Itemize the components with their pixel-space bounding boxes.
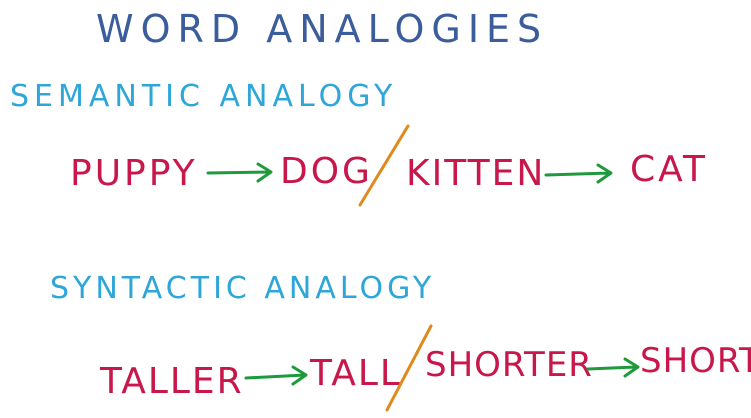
word-kitten: KITTEN	[406, 153, 546, 194]
word-cat: CAT	[630, 149, 708, 190]
word-short: SHORT	[640, 341, 751, 381]
arrow-shorter-to-short	[586, 357, 640, 378]
arrow-puppy-to-dog	[206, 162, 273, 183]
word-shorter: SHORTER	[425, 345, 593, 385]
arrow-kitten-to-cat	[544, 163, 613, 184]
slash-syntactic	[385, 324, 433, 412]
word-taller: TALLER	[100, 361, 244, 402]
slash-semantic	[358, 124, 410, 207]
word-puppy: PUPPY	[70, 153, 198, 194]
syntactic-analogy-heading: SYNTACTIC ANALOGY	[50, 271, 436, 306]
diagram-title: WORD ANALOGIES	[96, 7, 549, 51]
word-tall: TALL	[310, 353, 402, 394]
word-dog: DOG	[280, 151, 373, 192]
arrow-taller-to-tall	[244, 365, 308, 386]
semantic-analogy-heading: SEMANTIC ANALOGY	[10, 79, 398, 114]
